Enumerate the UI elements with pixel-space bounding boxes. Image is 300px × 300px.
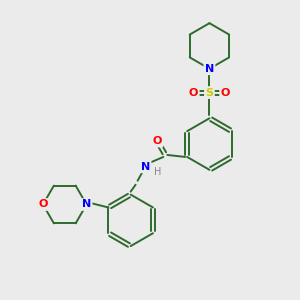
Text: O: O [153,136,162,146]
Text: S: S [206,88,213,98]
Text: O: O [189,88,198,98]
Text: O: O [38,200,48,209]
Text: N: N [141,162,150,172]
Text: H: H [154,167,161,177]
Text: O: O [220,88,230,98]
Text: N: N [205,64,214,74]
Text: N: N [82,200,91,209]
